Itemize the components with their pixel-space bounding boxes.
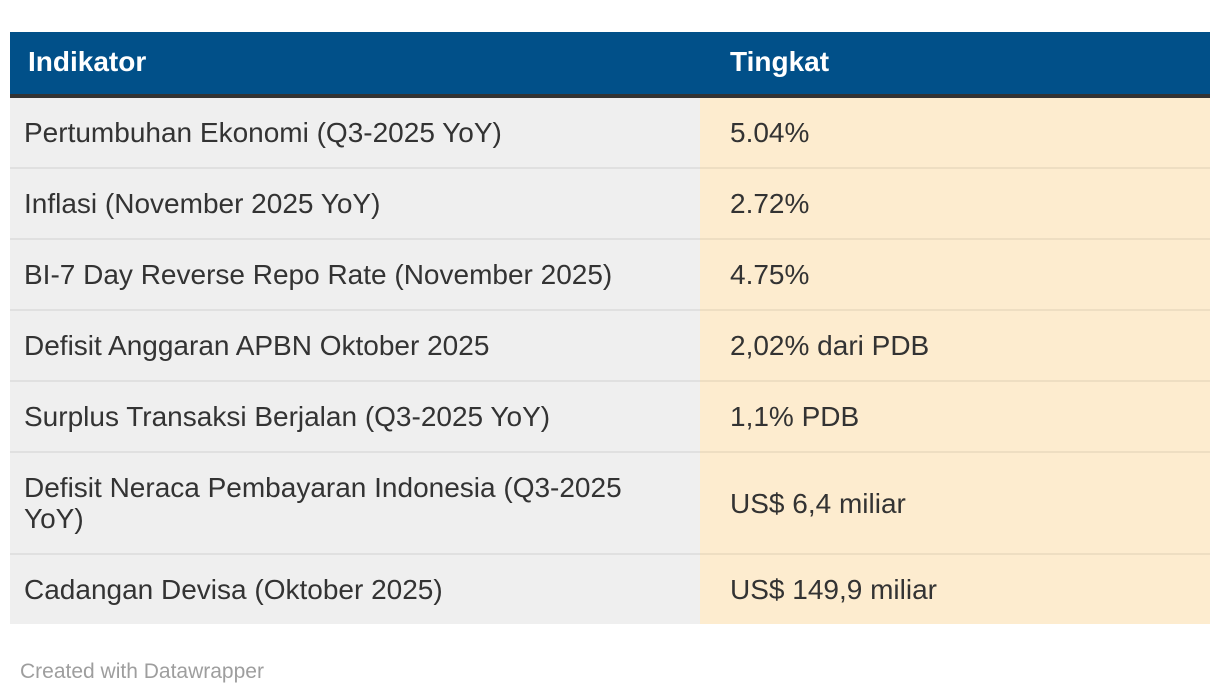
cell-tingkat: 2.72% bbox=[700, 167, 1210, 239]
table-row: Surplus Transaksi Berjalan (Q3-2025 YoY)… bbox=[10, 380, 1210, 452]
table-row: Pertumbuhan Ekonomi (Q3-2025 YoY) 5.04% bbox=[10, 96, 1210, 168]
column-header-indikator: Indikator bbox=[10, 32, 700, 98]
cell-indikator: Inflasi (November 2025 YoY) bbox=[10, 167, 700, 239]
cell-tingkat: 2,02% dari PDB bbox=[700, 309, 1210, 381]
column-header-tingkat: Tingkat bbox=[700, 32, 1210, 98]
cell-tingkat: US$ 149,9 miliar bbox=[700, 553, 1210, 624]
cell-indikator: Surplus Transaksi Berjalan (Q3-2025 YoY) bbox=[10, 380, 700, 452]
cell-indikator: Pertumbuhan Ekonomi (Q3-2025 YoY) bbox=[10, 96, 700, 168]
table-row: Defisit Neraca Pembayaran Indonesia (Q3-… bbox=[10, 451, 1210, 554]
attribution: Created with Datawrapper bbox=[20, 660, 264, 683]
table-row: Cadangan Devisa (Oktober 2025) US$ 149,9… bbox=[10, 553, 1210, 624]
cell-indikator: Cadangan Devisa (Oktober 2025) bbox=[10, 553, 700, 624]
table-row: Defisit Anggaran APBN Oktober 2025 2,02%… bbox=[10, 309, 1210, 381]
cell-indikator: Defisit Anggaran APBN Oktober 2025 bbox=[10, 309, 700, 381]
cell-tingkat: 5.04% bbox=[700, 96, 1210, 168]
cell-indikator: Defisit Neraca Pembayaran Indonesia (Q3-… bbox=[10, 451, 700, 554]
table-header-row: Indikator Tingkat bbox=[10, 32, 1210, 98]
cell-indikator: BI-7 Day Reverse Repo Rate (November 202… bbox=[10, 238, 700, 310]
table-row: BI-7 Day Reverse Repo Rate (November 202… bbox=[10, 238, 1210, 310]
cell-tingkat: 4.75% bbox=[700, 238, 1210, 310]
indicator-table: Indikator Tingkat Pertumbuhan Ekonomi (Q… bbox=[10, 32, 1210, 624]
cell-tingkat: US$ 6,4 miliar bbox=[700, 451, 1210, 554]
cell-tingkat: 1,1% PDB bbox=[700, 380, 1210, 452]
table-row: Inflasi (November 2025 YoY) 2.72% bbox=[10, 167, 1210, 239]
